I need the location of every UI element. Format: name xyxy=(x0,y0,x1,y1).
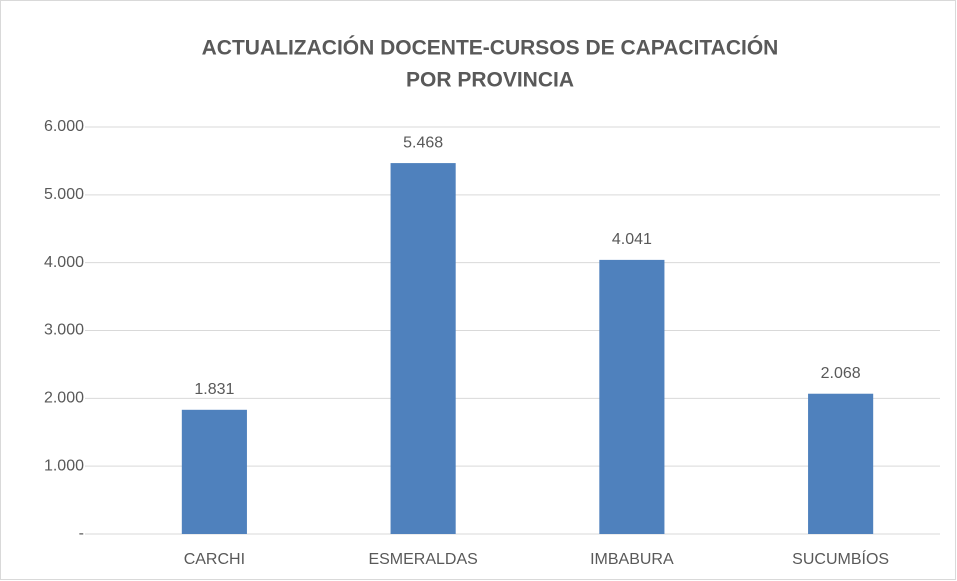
y-tick-label: 5.000 xyxy=(44,186,84,203)
x-tick-label: SUCUMBÍOS xyxy=(792,549,889,568)
y-tick-label: 4.000 xyxy=(44,254,84,271)
chart-title: ACTUALIZACIÓN DOCENTE-CURSOS DE CAPACITA… xyxy=(202,36,779,60)
y-tick-label: 6.000 xyxy=(44,118,84,135)
x-tick-label: CARCHI xyxy=(184,551,245,568)
bar xyxy=(181,409,247,534)
data-label: 5.468 xyxy=(403,134,443,151)
bar xyxy=(599,259,665,534)
data-label: 2.068 xyxy=(821,365,861,382)
bar xyxy=(808,393,874,534)
y-tick-label: 2.000 xyxy=(44,390,84,407)
y-tick-label: 3.000 xyxy=(44,322,84,339)
data-label: 4.041 xyxy=(612,231,652,248)
data-label: 1.831 xyxy=(194,381,234,398)
chart-title: POR PROVINCIA xyxy=(406,69,574,92)
y-tick-label: 1.000 xyxy=(44,457,84,474)
x-tick-label: IMBABURA xyxy=(590,551,674,568)
y-tick-label: - xyxy=(79,525,84,542)
x-tick-label: ESMERALDAS xyxy=(368,551,477,568)
bar xyxy=(390,163,456,534)
